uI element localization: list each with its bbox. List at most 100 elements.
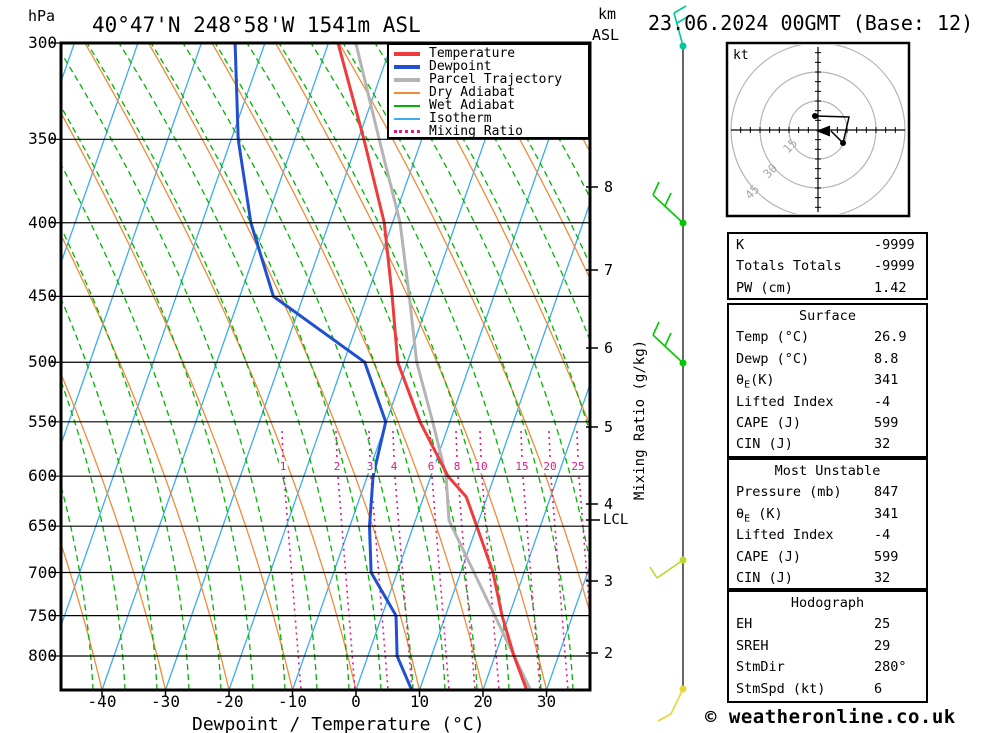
stat-label: θE(K) (736, 372, 775, 391)
dry-adiabat-line (61, 111, 294, 690)
pressure-tick-label: 700 (28, 562, 57, 582)
stat-value: 6 (874, 680, 883, 697)
isotherm-line-sample-icon (394, 117, 420, 120)
temp-tick-label: 0 (351, 692, 361, 711)
stat-row-theta-e: θE (K) 341 (736, 504, 926, 525)
hodograph-trace-dot (840, 140, 846, 146)
km-tick-label: 2 (604, 644, 614, 662)
stat-label: StmSpd (kt) (736, 680, 826, 697)
stat-label: θE (K) (736, 505, 783, 525)
wet-adiabat-line (118, 43, 350, 690)
wet-adiabat-line (214, 43, 446, 690)
wind-barb-icon (652, 181, 660, 196)
stat-value: -9999 (874, 237, 915, 253)
copyright-label: © weatheronline.co.uk (705, 706, 956, 728)
dry-adiabat-line (211, 43, 484, 690)
mixing-ratio-value-label: 2 (332, 460, 342, 473)
stat-label: Lifted Index (736, 527, 834, 544)
wind-barb-station-dot (679, 219, 687, 227)
wet-adiabat-line (470, 43, 590, 267)
isotherm-line (545, 563, 590, 690)
mixing-ratio-value-label: 25 (570, 460, 586, 473)
legend-label: Dry Adiabat (429, 85, 516, 100)
isotherm-line (355, 43, 584, 690)
isotherm-line (291, 43, 520, 690)
stats-section-title: Surface (799, 308, 856, 324)
dry-adiabat-line (61, 541, 103, 690)
stat-value: -4 (874, 393, 891, 410)
stat-row-cin: CIN (J) 32 (736, 568, 926, 589)
wind-barb-icon (673, 12, 684, 47)
wind-barb-icon (656, 559, 684, 579)
stats-box-indices: K -9999 Totals Totals -9999 PW (cm) 1.42 (727, 232, 928, 300)
mixing-ratio-line-stub (576, 430, 579, 459)
pressure-tick-label: 800 (28, 645, 57, 665)
dry-adiabat-line (274, 43, 548, 690)
legend-item-dewpoint: Dewpoint (394, 60, 588, 73)
pressure-unit-label: hPa (28, 7, 56, 25)
stat-label: EH (736, 616, 753, 633)
mixing-ratio-value-label: 20 (542, 460, 558, 473)
km-tick-label: 6 (604, 339, 614, 357)
pressure-tick-label: 550 (28, 411, 57, 431)
legend-label: Parcel Trajectory (429, 72, 563, 87)
legend-label: Dewpoint (429, 59, 492, 74)
dry-adiabat-line-sample-icon (394, 91, 420, 94)
wet-adiabat-line (61, 105, 254, 690)
mixing-ratio-value-label: 1 (278, 460, 288, 473)
legend-label: Wet Adiabat (429, 98, 516, 113)
pressure-tick-label: 350 (28, 129, 57, 149)
dry-adiabat-line (61, 372, 167, 690)
isotherm-line (0, 43, 11, 690)
stats-section-title: Hodograph (790, 595, 865, 611)
stat-row-stmspd: StmSpd (kt) 6 (736, 679, 926, 700)
mixing-ratio-axis-label: Mixing Ratio (g/kg) (632, 339, 648, 501)
pressure-tick-label: 600 (28, 466, 57, 486)
wind-barb-icon (664, 332, 672, 347)
km-tick-label: 4 (604, 495, 614, 513)
stat-label: SREH (736, 637, 769, 654)
mixing-ratio-line-stub (548, 430, 551, 459)
legend-label: Isotherm (429, 111, 492, 126)
dry-adiabat-line (84, 43, 357, 690)
stat-row-cin: CIN (J) 32 (736, 434, 926, 455)
stat-value: 847 (874, 484, 899, 501)
stat-value: 29 (874, 637, 891, 654)
wet-adiabat-line (150, 43, 382, 690)
altitude-unit-asl-label: ASL (592, 26, 620, 44)
stat-value: -9999 (874, 258, 915, 275)
wind-barb-station-dot (679, 359, 687, 367)
stat-label: CAPE (J) (736, 414, 802, 431)
legend-label: Mixing Ratio (429, 124, 523, 139)
altitude-unit-km-label: km (598, 5, 617, 23)
legend-label: Temperature (429, 46, 516, 61)
temperature-line-sample-icon (394, 51, 420, 56)
stat-value: 341 (874, 505, 899, 522)
stat-value: 341 (874, 372, 899, 389)
wind-barb-station-dot (679, 556, 687, 564)
stat-label: CAPE (J) (736, 548, 802, 565)
wet-adiabat-line (310, 43, 542, 690)
stat-row-stmdir: StmDir 280° (736, 657, 926, 678)
stat-value: 32 (874, 569, 891, 586)
stat-row-theta-e: θE(K) 341 (736, 370, 926, 391)
stat-value: 1.42 (874, 279, 907, 296)
stat-value: 599 (874, 548, 899, 565)
legend-item-isotherm: Isotherm (394, 112, 588, 125)
stat-row-lifted-index: Lifted Index -4 (736, 525, 926, 546)
wet-adiabat-line (182, 43, 414, 690)
legend-item-wet-adiabat: Wet Adiabat (394, 99, 588, 112)
stat-label: Dewp (°C) (736, 350, 810, 367)
pressure-tick-label: 500 (28, 352, 57, 372)
storm-motion-arrow-icon (816, 125, 830, 137)
wind-barb-icon (664, 192, 672, 207)
datetime-label: 23.06.2024 00GMT (Base: 12) (648, 11, 974, 35)
stat-row-k: K -9999 (736, 235, 926, 256)
wind-barb-station-dot (679, 685, 687, 693)
mixing-ratio-line-stub (479, 430, 482, 459)
stat-value: 8.8 (874, 350, 899, 367)
temp-tick-label: -20 (214, 692, 244, 711)
stat-row-totals-totals: Totals Totals -9999 (736, 256, 926, 277)
stats-box-surface: Surface Temp (°C) 26.9 Dewp (°C) 8.8 θE(K)… (727, 303, 928, 458)
